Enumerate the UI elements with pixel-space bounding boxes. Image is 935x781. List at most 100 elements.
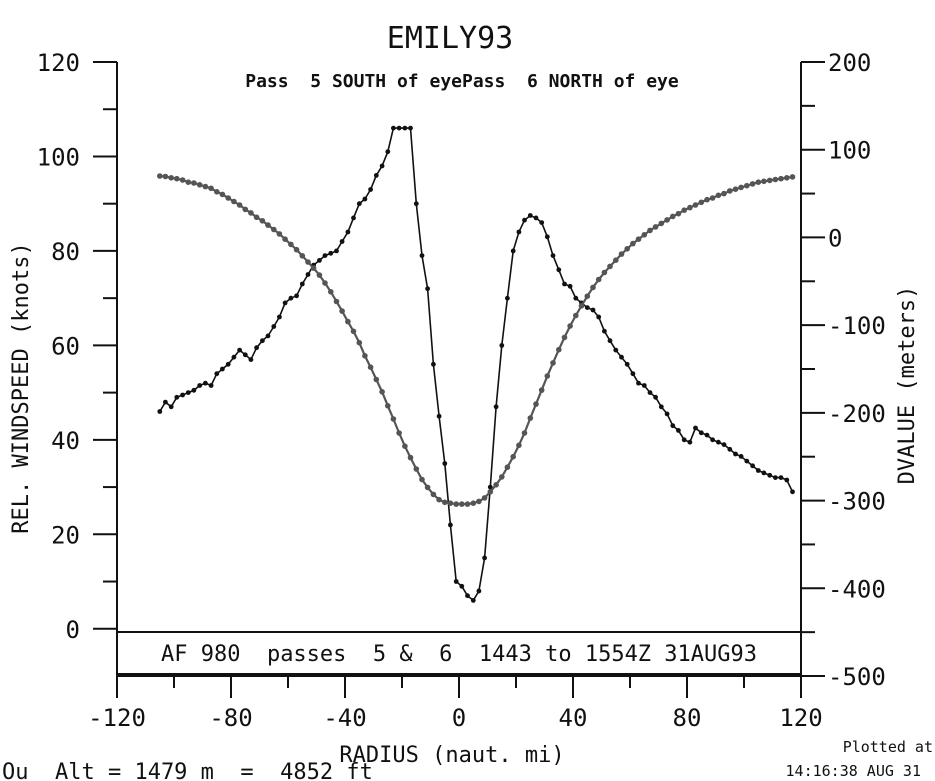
windspeed-point bbox=[305, 272, 311, 277]
windspeed-point bbox=[773, 475, 778, 480]
dvalue-point bbox=[385, 403, 391, 409]
x-tick-label: 0 bbox=[452, 704, 466, 732]
dvalue-point bbox=[447, 500, 454, 507]
windspeed-point bbox=[391, 125, 396, 131]
windspeed-point bbox=[277, 314, 282, 320]
x-tick-label: 120 bbox=[779, 704, 822, 732]
x-tick-label: 80 bbox=[673, 704, 702, 732]
dvalue-point bbox=[664, 217, 670, 223]
dvalue-point bbox=[390, 416, 397, 422]
dvalue-point bbox=[709, 195, 716, 201]
windspeed-point bbox=[710, 437, 715, 443]
windspeed-point bbox=[436, 413, 442, 419]
dvalue-point bbox=[248, 210, 254, 216]
dvalue-point bbox=[641, 232, 648, 238]
dvalue-point bbox=[544, 373, 551, 379]
windspeed-point bbox=[368, 187, 373, 192]
dvalue-point bbox=[618, 251, 625, 257]
plotted-at-label: Plotted at bbox=[843, 738, 933, 756]
dvalue-point bbox=[299, 253, 306, 259]
windspeed-point bbox=[607, 338, 613, 344]
windspeed-point bbox=[453, 579, 459, 584]
dvalue-point bbox=[316, 272, 323, 278]
x-tick-label: -80 bbox=[209, 704, 252, 732]
windspeed-point bbox=[584, 305, 590, 310]
windspeed-point bbox=[425, 286, 430, 292]
windspeed-point bbox=[755, 468, 761, 473]
windspeed-point bbox=[738, 454, 744, 459]
x-tick-label: -40 bbox=[323, 704, 366, 732]
dvalue-point bbox=[670, 213, 676, 220]
dvalue-point bbox=[339, 308, 345, 314]
dvalue-point bbox=[333, 298, 340, 305]
windspeed-point bbox=[681, 437, 687, 443]
x-tick-label: -120 bbox=[88, 704, 146, 732]
dvalue-point bbox=[778, 175, 784, 182]
windspeed-point bbox=[721, 442, 727, 447]
dvalue-point bbox=[584, 293, 591, 300]
dvalue-point bbox=[744, 182, 750, 189]
windspeed-point bbox=[419, 253, 425, 258]
dvalue-point bbox=[157, 173, 163, 179]
windspeed-point bbox=[693, 425, 698, 431]
dvalue-point bbox=[459, 501, 465, 507]
dvalue-point bbox=[356, 339, 363, 346]
dvalue-point bbox=[538, 387, 545, 393]
dvalue-point bbox=[772, 176, 779, 183]
dvalue-point bbox=[573, 312, 579, 319]
dvalue-point bbox=[493, 482, 499, 488]
windspeed-point bbox=[339, 239, 345, 244]
dvalue-point bbox=[521, 430, 528, 436]
windspeed-point bbox=[288, 295, 294, 301]
windspeed-point bbox=[237, 347, 243, 353]
windspeed-point bbox=[168, 404, 174, 410]
windspeed-point bbox=[470, 598, 476, 603]
dvalue-series-line bbox=[159, 174, 793, 506]
windspeed-point bbox=[203, 380, 208, 386]
windspeed-point bbox=[248, 357, 254, 362]
windspeed-point bbox=[225, 361, 231, 367]
dvalue-point bbox=[322, 280, 328, 286]
dvalue-point bbox=[476, 498, 482, 505]
series-group bbox=[157, 125, 796, 603]
dvalue-point bbox=[698, 199, 705, 206]
x-axis-label: RADIUS (naut. mi) bbox=[339, 743, 564, 768]
windspeed-point bbox=[476, 588, 482, 594]
windspeed-point bbox=[727, 446, 733, 452]
windspeed-point bbox=[487, 484, 493, 490]
y-tick-label: 120 bbox=[37, 49, 80, 77]
dvalue-point bbox=[749, 181, 756, 187]
plotted-at-time: 14:16:38 AUG 31 bbox=[786, 762, 921, 780]
dvalue-point bbox=[430, 491, 437, 498]
windspeed-point bbox=[641, 383, 647, 388]
dvalue-point bbox=[259, 218, 266, 224]
windspeed-point bbox=[613, 347, 619, 353]
y2-tick-label: -200 bbox=[828, 400, 886, 428]
windspeed-point bbox=[322, 253, 328, 258]
windspeed-series-line bbox=[159, 127, 794, 602]
dvalue-point bbox=[350, 328, 357, 335]
windspeed-point bbox=[658, 404, 664, 410]
y-axis-label: REL. WINDSPEED (knots) bbox=[9, 242, 34, 533]
dvalue-point bbox=[276, 231, 283, 237]
windspeed-point bbox=[431, 361, 436, 367]
dvalue-point bbox=[202, 183, 209, 190]
dvalue-point bbox=[179, 177, 186, 183]
dvalue-point bbox=[766, 177, 773, 184]
windspeed-point bbox=[197, 383, 203, 388]
dvalue-point bbox=[755, 179, 762, 185]
dvalue-point bbox=[271, 226, 277, 233]
dvalue-point bbox=[208, 185, 214, 192]
dvalue-point bbox=[162, 173, 169, 180]
annotation-text: AF 980 passes 5 & 6 1443 to 1554Z 31AUG9… bbox=[161, 642, 757, 667]
dvalue-point bbox=[407, 454, 414, 461]
dvalue-point bbox=[424, 484, 431, 491]
dvalue-point bbox=[510, 453, 516, 460]
dvalue-point bbox=[595, 276, 602, 283]
windspeed-point bbox=[653, 394, 658, 400]
dvalue-point bbox=[675, 210, 682, 217]
ticks-group: -120 -80 -40 0 40 80 120020406080100120-500-40… bbox=[37, 49, 886, 732]
y-tick-label: 20 bbox=[51, 521, 80, 549]
dvalue-point bbox=[578, 303, 585, 309]
